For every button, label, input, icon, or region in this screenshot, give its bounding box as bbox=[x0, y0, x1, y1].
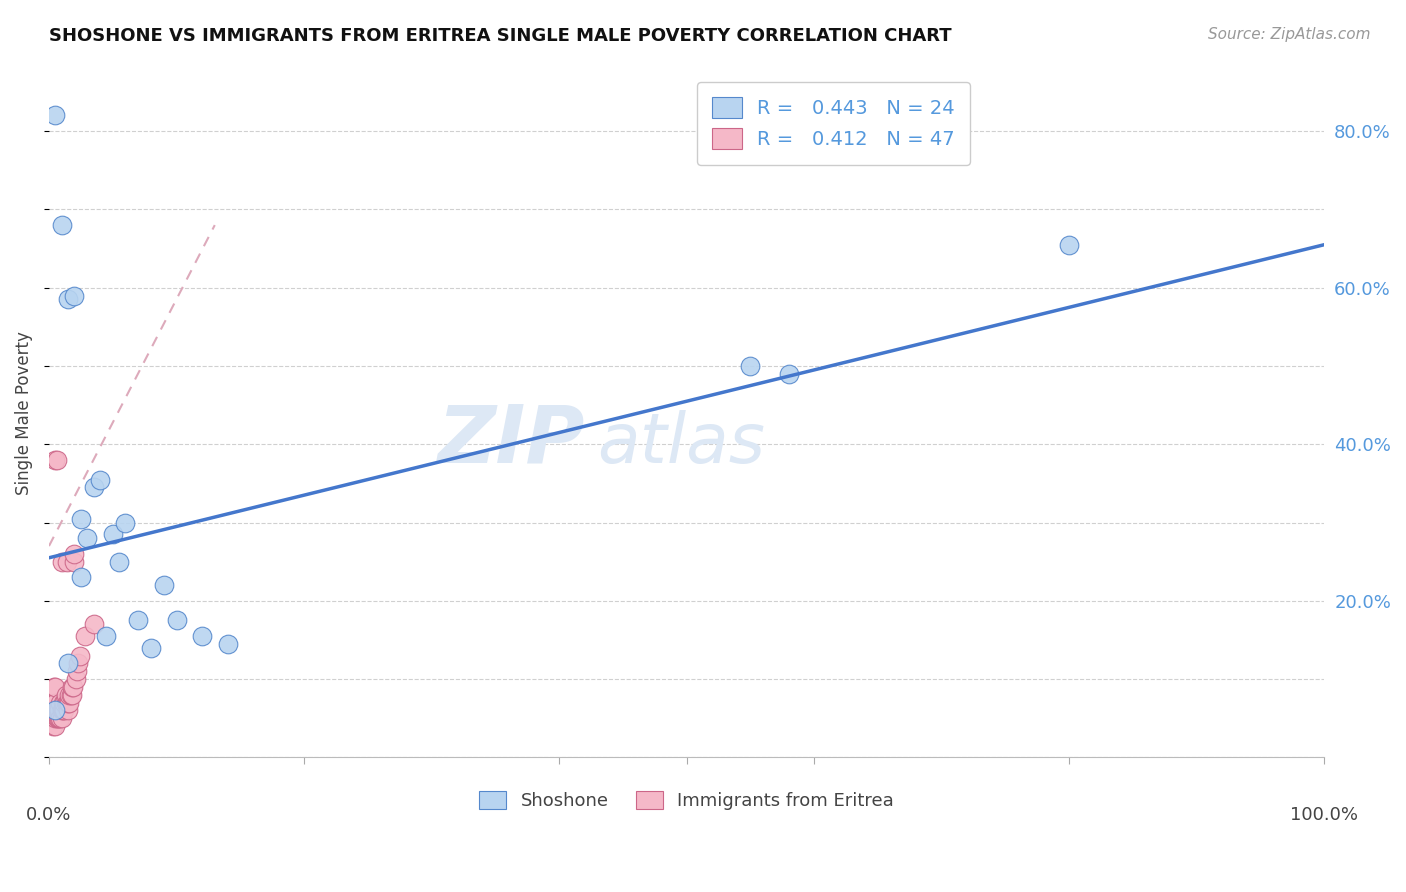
Point bbox=[44, 711, 66, 725]
Point bbox=[65, 672, 87, 686]
Point bbox=[44, 453, 66, 467]
Text: 0.0%: 0.0% bbox=[27, 805, 72, 823]
Point bbox=[166, 614, 188, 628]
Point bbox=[51, 555, 73, 569]
Y-axis label: Single Male Poverty: Single Male Poverty bbox=[15, 331, 32, 495]
Point bbox=[45, 703, 67, 717]
Point bbox=[73, 629, 96, 643]
Point bbox=[1059, 237, 1081, 252]
Point bbox=[63, 555, 86, 569]
Text: Source: ZipAtlas.com: Source: ZipAtlas.com bbox=[1208, 27, 1371, 42]
Point bbox=[49, 711, 72, 725]
Point bbox=[51, 218, 73, 232]
Point bbox=[114, 516, 136, 530]
Point bbox=[45, 453, 67, 467]
Point bbox=[89, 473, 111, 487]
Point bbox=[740, 359, 762, 373]
Point bbox=[191, 629, 214, 643]
Point bbox=[49, 696, 72, 710]
Point bbox=[56, 293, 79, 307]
Point bbox=[152, 578, 174, 592]
Point bbox=[52, 696, 75, 710]
Point bbox=[52, 703, 75, 717]
Point bbox=[55, 696, 77, 710]
Point bbox=[51, 711, 73, 725]
Point bbox=[48, 711, 70, 725]
Point bbox=[62, 680, 84, 694]
Text: atlas: atlas bbox=[598, 410, 765, 477]
Point bbox=[101, 527, 124, 541]
Point bbox=[44, 719, 66, 733]
Point bbox=[83, 480, 105, 494]
Point bbox=[76, 531, 98, 545]
Point bbox=[217, 637, 239, 651]
Point bbox=[69, 648, 91, 663]
Point bbox=[44, 703, 66, 717]
Point bbox=[42, 711, 65, 725]
Text: ZIP: ZIP bbox=[437, 401, 585, 480]
Point bbox=[42, 680, 65, 694]
Legend: Shoshone, Immigrants from Eritrea: Shoshone, Immigrants from Eritrea bbox=[472, 783, 901, 817]
Point bbox=[44, 703, 66, 717]
Point bbox=[70, 511, 93, 525]
Point bbox=[108, 555, 131, 569]
Point bbox=[127, 614, 149, 628]
Point bbox=[42, 696, 65, 710]
Point bbox=[58, 688, 80, 702]
Point bbox=[45, 711, 67, 725]
Point bbox=[44, 680, 66, 694]
Point bbox=[44, 108, 66, 122]
Point bbox=[59, 688, 82, 702]
Point bbox=[51, 703, 73, 717]
Point bbox=[56, 555, 79, 569]
Point bbox=[60, 688, 83, 702]
Point bbox=[67, 657, 90, 671]
Point bbox=[63, 288, 86, 302]
Point bbox=[83, 617, 105, 632]
Point bbox=[46, 703, 69, 717]
Point bbox=[56, 696, 79, 710]
Point bbox=[63, 547, 86, 561]
Point bbox=[48, 703, 70, 717]
Point bbox=[66, 665, 89, 679]
Point bbox=[60, 680, 83, 694]
Point bbox=[56, 703, 79, 717]
Point bbox=[44, 696, 66, 710]
Point bbox=[55, 688, 77, 702]
Point bbox=[53, 696, 76, 710]
Point bbox=[96, 629, 118, 643]
Point bbox=[778, 367, 800, 381]
Point bbox=[70, 570, 93, 584]
Text: 100.0%: 100.0% bbox=[1291, 805, 1358, 823]
Point bbox=[42, 719, 65, 733]
Point bbox=[46, 711, 69, 725]
Point bbox=[56, 696, 79, 710]
Point bbox=[139, 640, 162, 655]
Point bbox=[53, 703, 76, 717]
Point bbox=[42, 703, 65, 717]
Text: SHOSHONE VS IMMIGRANTS FROM ERITREA SINGLE MALE POVERTY CORRELATION CHART: SHOSHONE VS IMMIGRANTS FROM ERITREA SING… bbox=[49, 27, 952, 45]
Point bbox=[56, 657, 79, 671]
Point bbox=[58, 696, 80, 710]
